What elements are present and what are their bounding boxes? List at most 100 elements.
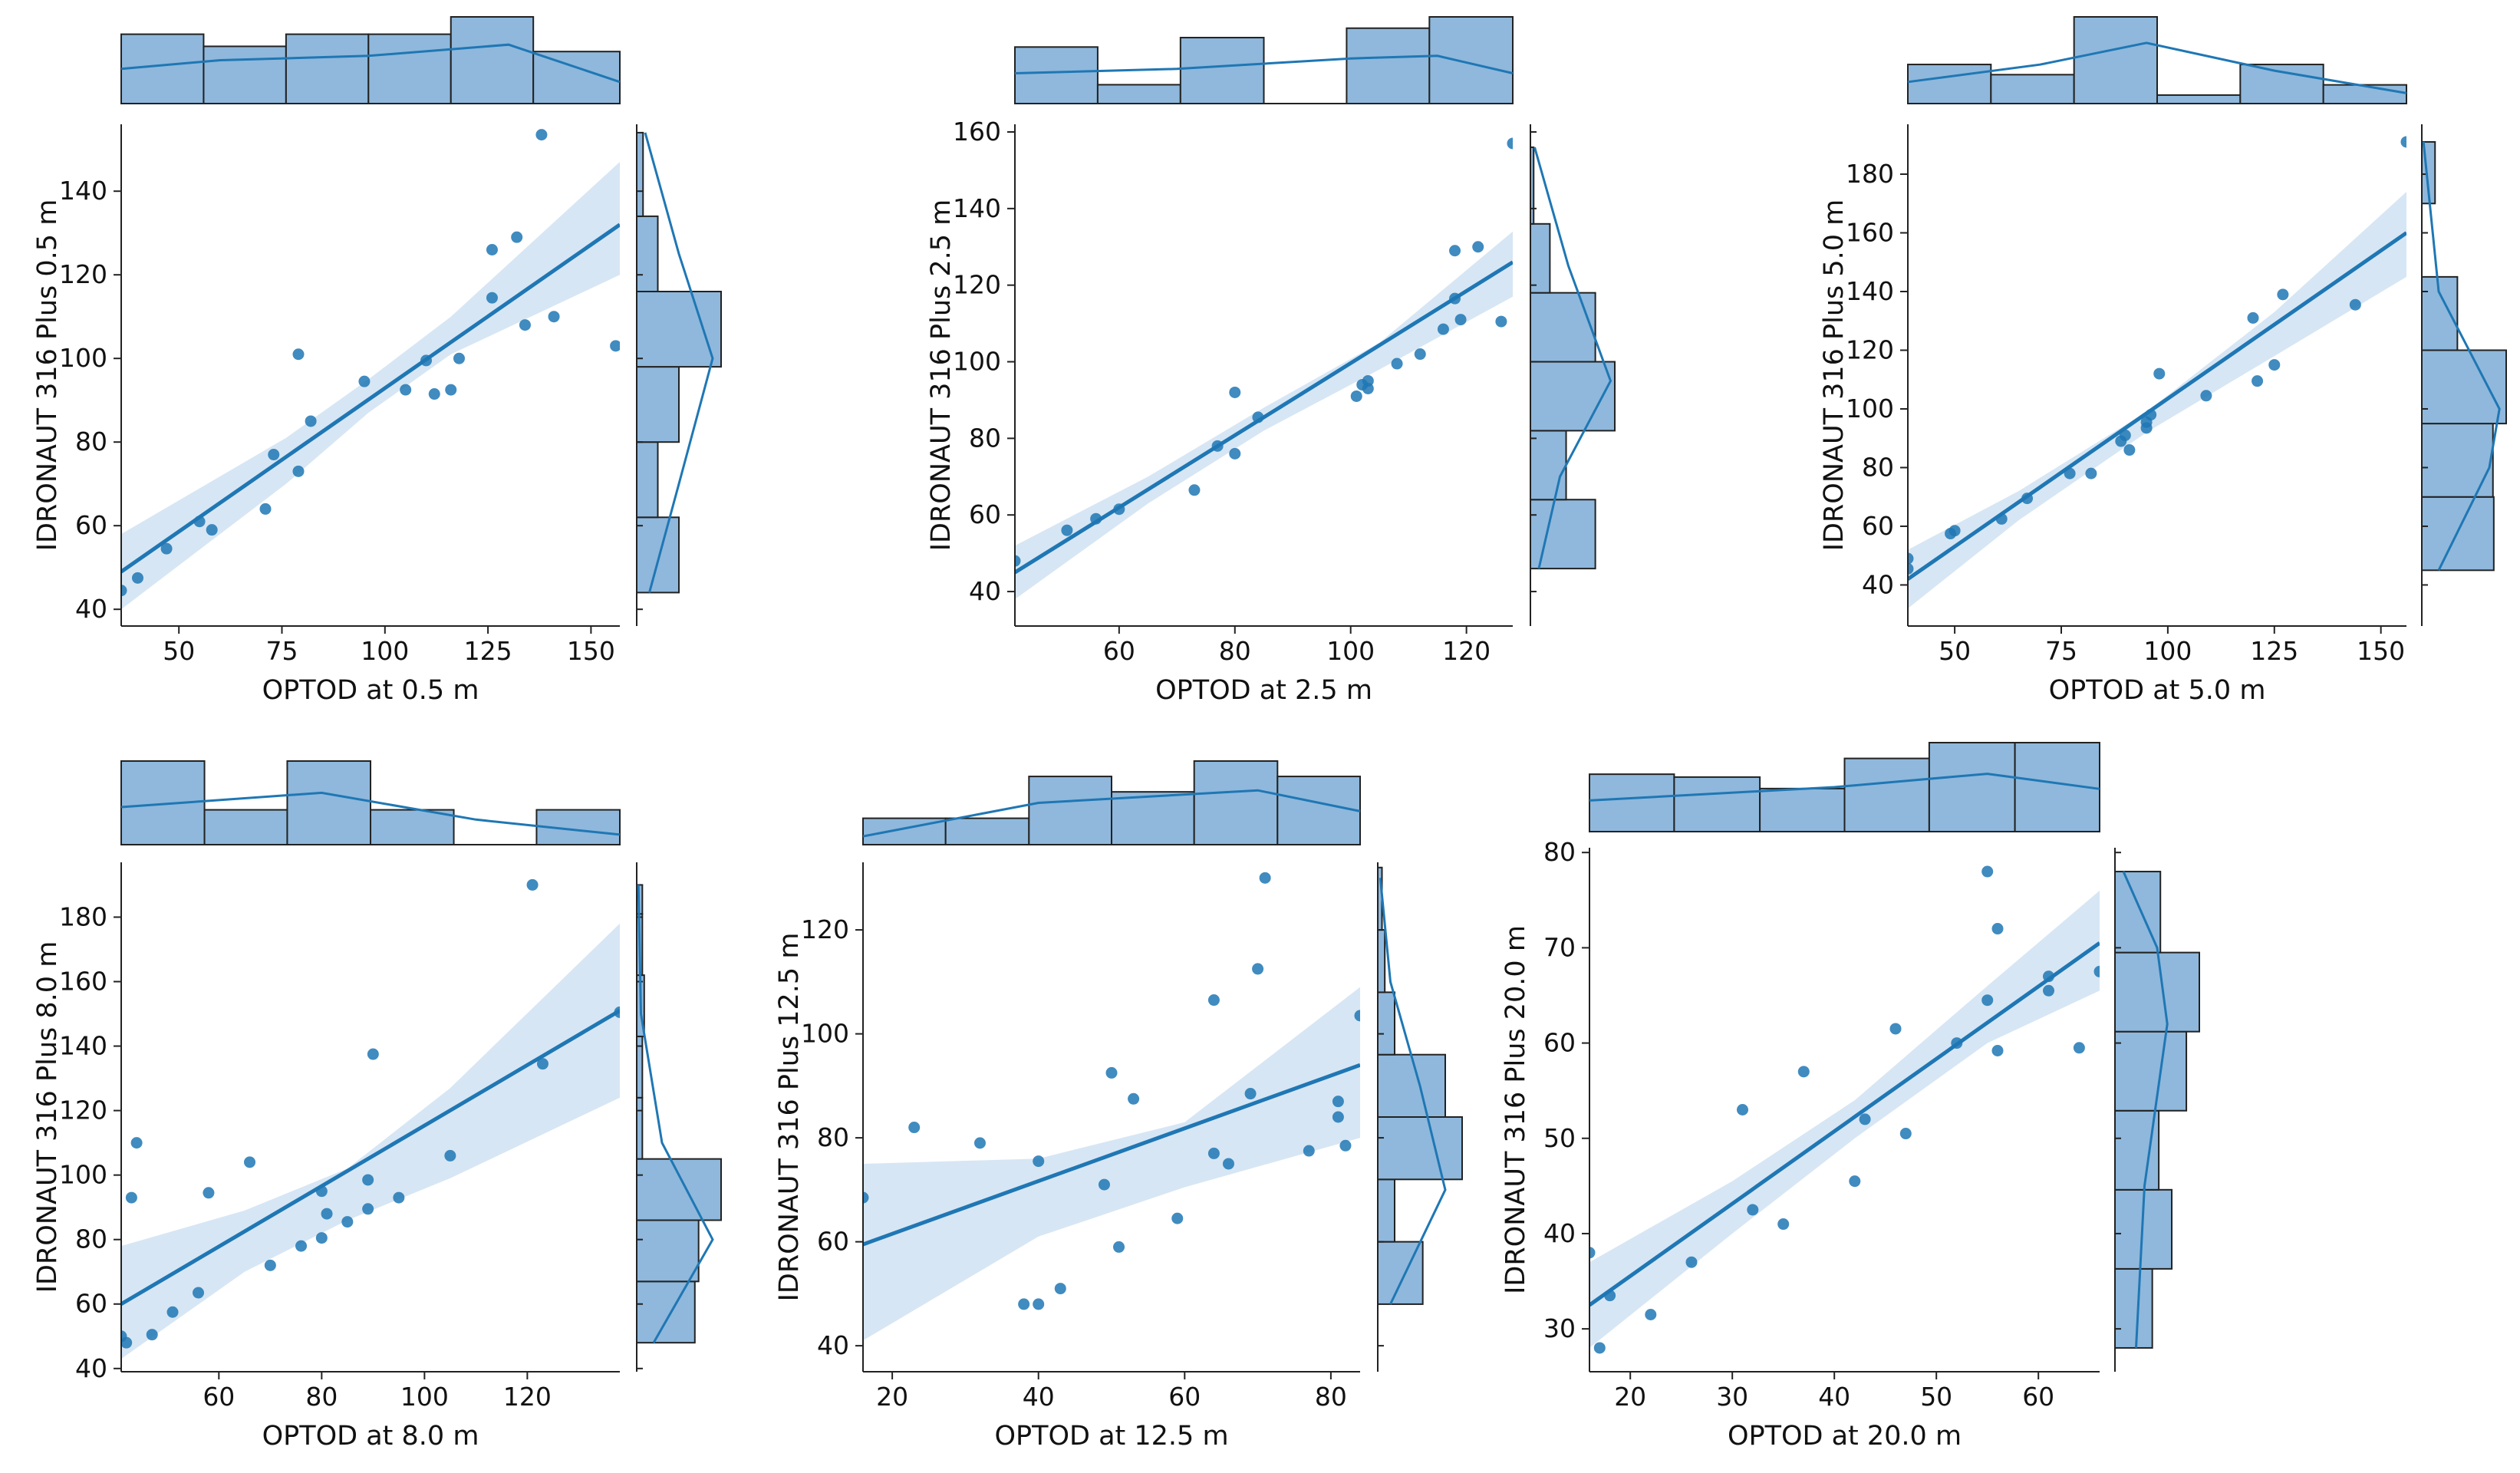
marginal-y-kde [2122, 871, 2169, 1349]
marginal-x-bar [2239, 64, 2324, 104]
marginal-x-bar [2156, 94, 2242, 105]
data-point [1171, 1212, 1184, 1224]
x-tick-label: 75 [266, 636, 298, 666]
data-point [536, 1058, 548, 1070]
marginal-x-bar [2073, 16, 2159, 104]
marginal-x-bar [1014, 46, 1099, 105]
data-point [1362, 382, 1374, 394]
marginal-x-bar [450, 16, 535, 104]
y-tick-label: 40 [75, 1353, 107, 1383]
data-point [1645, 1308, 1657, 1320]
data-point [1495, 315, 1507, 328]
data-point [315, 1185, 328, 1198]
data-point [614, 1006, 620, 1018]
data-point [486, 292, 498, 304]
data-point [1737, 1104, 1748, 1115]
x-tick-label: 50 [1939, 636, 1971, 666]
data-point [1244, 1088, 1257, 1100]
y-axis-label: IDRONAUT 316 Plus 8.0 m [32, 941, 63, 1293]
x-tick-label: 100 [2143, 636, 2192, 666]
x-tick-label: 125 [2250, 636, 2298, 666]
marginal-y-bar [1377, 1053, 1446, 1118]
joint-plot-2: 60 80 100 120 40 60 80 100 120 140 160 OPTOD at 2.5… [926, 16, 1616, 706]
data-point [1747, 1204, 1759, 1216]
marginal-y-bar [636, 1219, 700, 1283]
data-point [2093, 965, 2100, 977]
x-axis-label: OPTOD at 0.5 m [262, 675, 479, 706]
regression-line [863, 1063, 1360, 1247]
regression-line [1589, 941, 2100, 1307]
marginal-x-bar [203, 809, 288, 846]
data-point [362, 1203, 374, 1215]
data-point [1889, 1023, 1902, 1035]
y-tick-label: 100 [59, 343, 107, 373]
data-point [121, 585, 127, 597]
data-point [1113, 1241, 1125, 1253]
data-point [1018, 1298, 1030, 1310]
y-tick-label: 120 [1846, 334, 1894, 364]
data-point [1229, 447, 1241, 460]
data-point [146, 1329, 158, 1341]
data-point [1332, 1096, 1344, 1108]
marginal-x-bar [1428, 16, 1514, 104]
y-axis-label: IDRONAUT 316 Plus 0.5 m [32, 199, 63, 552]
x-axis-label: OPTOD at 12.5 m [994, 1421, 1228, 1452]
data-point [2200, 390, 2212, 402]
marginal-x-bar [1673, 776, 1761, 832]
marginal-y-bar [636, 291, 722, 368]
marginal-x-kde [1589, 773, 2100, 802]
y-tick-label: 40 [75, 594, 107, 624]
marginal-x-bar [1589, 773, 1675, 833]
data-point [193, 1287, 205, 1299]
data-point [315, 1232, 328, 1244]
data-point [1033, 1155, 1045, 1168]
data-point [2349, 298, 2361, 311]
data-point [1229, 386, 1241, 398]
marginal-y-kde [644, 132, 714, 593]
y-tick-label: 80 [817, 1122, 849, 1152]
data-point [1252, 411, 1264, 423]
data-point [341, 1216, 354, 1228]
marginal-x-bar [1990, 74, 2075, 105]
marginal-y-bar [2114, 1109, 2160, 1191]
marginal-x-bar [1346, 27, 1431, 105]
data-point [1128, 1092, 1140, 1105]
data-point [121, 1336, 133, 1349]
y-tick-label: 40 [1543, 1218, 1576, 1248]
confidence-band [1908, 192, 2406, 609]
y-tick-label: 70 [1543, 932, 1576, 962]
data-point [1259, 872, 1271, 884]
data-point [1908, 552, 1914, 565]
joint-plot-6: 20 30 40 50 60 30 40 50 60 70 80 OPTOD at 20.0 m IDR… [1500, 742, 2200, 1452]
data-point [206, 524, 218, 536]
marginal-x-bar [370, 809, 455, 846]
plot-area [121, 878, 620, 1359]
y-tick-label: 40 [969, 576, 1001, 606]
data-point [166, 1306, 179, 1318]
marginal-x-bar [120, 33, 205, 104]
data-point [519, 319, 531, 331]
y-tick-label: 140 [953, 193, 1001, 223]
data-point [264, 1259, 276, 1271]
y-tick-label: 160 [953, 117, 1001, 147]
data-point [203, 1187, 215, 1199]
data-point [2252, 375, 2264, 387]
y-axis-label: IDRONAUT 316 Plus 12.5 m [774, 933, 805, 1302]
data-point [321, 1208, 333, 1220]
marginal-x-kde [1907, 41, 2407, 94]
data-point [1849, 1175, 1861, 1188]
marginal-y-bar [1530, 430, 1567, 501]
marginal-y-bar [2421, 349, 2507, 425]
marginal-y-bar [2421, 275, 2459, 351]
data-point [973, 1137, 986, 1149]
x-tick-label: 40 [1023, 1382, 1055, 1412]
data-point [428, 388, 440, 400]
data-point [2043, 970, 2054, 983]
marginal-x-kde [1014, 54, 1514, 74]
data-point [863, 1191, 869, 1204]
joint-plot-1: 50 75 100 125 150 40 60 80 100 120 140 OPTOD at 0.5… [32, 16, 722, 706]
marginal-y-bar [2421, 423, 2494, 498]
data-point [1472, 241, 1484, 253]
data-point [2277, 288, 2289, 301]
data-point [1105, 1066, 1118, 1079]
